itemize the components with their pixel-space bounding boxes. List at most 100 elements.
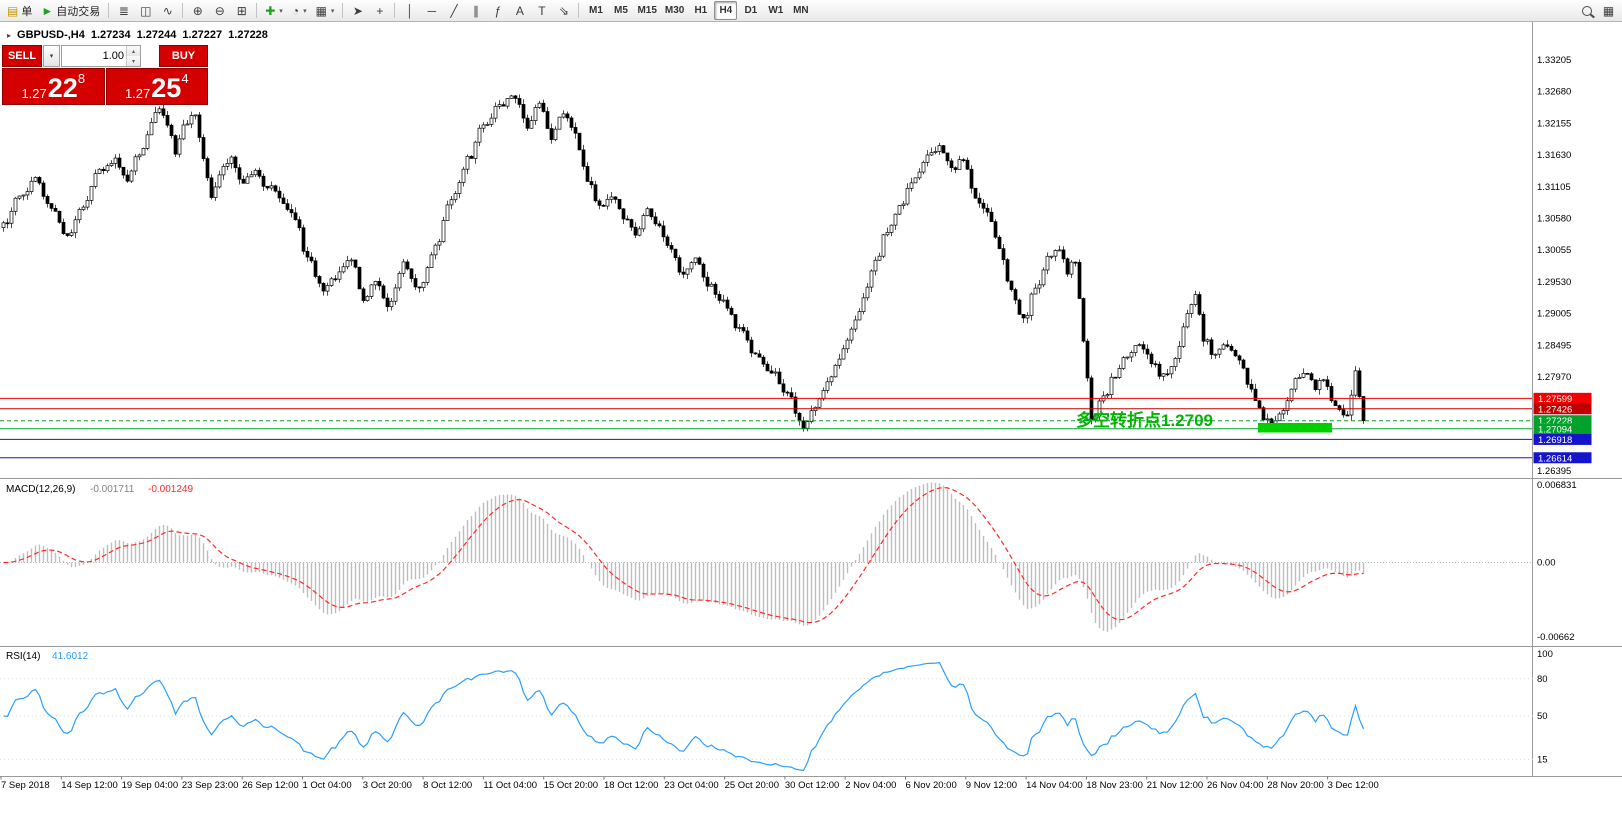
line-chart-button[interactable]: ∿: [157, 1, 178, 20]
svg-text:-0.001249: -0.001249: [148, 484, 193, 495]
stepper-up-icon[interactable]: ▴: [127, 46, 140, 56]
zoom-in-button[interactable]: ⊕: [187, 1, 208, 20]
svg-text:25 Oct 20:00: 25 Oct 20:00: [725, 780, 779, 791]
horizontal-line-icon: ─: [427, 3, 437, 18]
svg-text:1.31630: 1.31630: [1537, 150, 1571, 161]
quick-panel-button[interactable]: ▦: [1598, 1, 1619, 20]
svg-text:-0.001711: -0.001711: [90, 484, 135, 495]
svg-text:1.30055: 1.30055: [1537, 245, 1571, 256]
candlestick-chart-button[interactable]: ◫: [135, 1, 156, 20]
vertical-line-icon: │: [406, 3, 414, 18]
timeframe-m30-button[interactable]: M30: [662, 1, 687, 20]
price-axis: 1.33205 1.32680 1.32155 1.31630 1.31105 1.305…: [1533, 55, 1592, 765]
timeframe-d1-button[interactable]: D1: [739, 1, 762, 20]
zoom-out-button[interactable]: ⊖: [209, 1, 230, 20]
svg-text:1.29005: 1.29005: [1537, 309, 1571, 320]
svg-text:30 Oct 12:00: 30 Oct 12:00: [785, 780, 839, 791]
low-value: 1.27227: [182, 29, 223, 41]
trendline-button[interactable]: ╱: [443, 1, 464, 20]
crosshair-button[interactable]: +: [369, 1, 390, 20]
timeframe-w1-button[interactable]: W1: [764, 1, 787, 20]
timeframe-m5-button[interactable]: M5: [609, 1, 632, 20]
toolbar-separator: [256, 3, 258, 18]
svg-text:0.00: 0.00: [1537, 558, 1556, 569]
sell-price-button[interactable]: 1.27 22 8: [2, 68, 105, 105]
order-type-dropdown[interactable]: ▾: [43, 45, 60, 67]
toolbar-separator: [108, 3, 110, 18]
cursor-button[interactable]: ➤: [347, 1, 368, 20]
periods-button[interactable]: ◔ ▾: [288, 1, 311, 20]
template-icon: ▦: [315, 3, 327, 18]
arrows-button[interactable]: ⇘: [553, 1, 574, 20]
label-button[interactable]: T: [531, 1, 552, 20]
fibonacci-button[interactable]: ƒ: [487, 1, 508, 20]
svg-text:1.27228: 1.27228: [1538, 416, 1572, 427]
search-icon: [1581, 5, 1592, 16]
annotation-highlight-rect[interactable]: [1258, 423, 1332, 433]
cursor-icon: ➤: [352, 3, 363, 18]
pane-frames: [0, 22, 1622, 777]
rsi-header: RSI(14) 41.6012: [6, 651, 89, 662]
svg-text:50: 50: [1537, 711, 1548, 722]
indicators-button[interactable]: ✚ ▾: [261, 1, 287, 20]
annotation-group[interactable]: 多空转折点1.2709: [1076, 410, 1332, 433]
annotation-text[interactable]: 多空转折点1.2709: [1076, 410, 1213, 430]
templates-button[interactable]: ▦ ▾: [312, 1, 339, 20]
buy-price-button[interactable]: 1.27 25 4: [105, 68, 208, 105]
new-order-icon: ▤: [7, 3, 19, 18]
pane-splitter[interactable]: [0, 645, 1622, 649]
chevron-down-icon: ▾: [279, 7, 283, 15]
text-button[interactable]: A: [509, 1, 530, 20]
svg-text:1.33205: 1.33205: [1537, 55, 1571, 66]
svg-text:1.27599: 1.27599: [1538, 394, 1572, 405]
search-button[interactable]: [1576, 1, 1597, 20]
chevron-down-icon: ▾: [303, 7, 307, 15]
svg-text:26 Nov 04:00: 26 Nov 04:00: [1207, 780, 1264, 791]
time-axis[interactable]: 7 Sep 2018 14 Sep 12:00 19 Sep 04:00 23 Sep…: [0, 776, 1379, 792]
chevron-down-icon: ▾: [49, 53, 54, 60]
label-icon: T: [538, 3, 546, 18]
timeframe-m1-button[interactable]: M1: [584, 1, 607, 20]
svg-text:1.32155: 1.32155: [1537, 118, 1571, 129]
vertical-line-button[interactable]: │: [399, 1, 420, 20]
svg-text:23 Sep 23:00: 23 Sep 23:00: [182, 780, 239, 791]
candlesticks: [1, 94, 1366, 432]
bars-chart-button[interactable]: ≣: [113, 1, 134, 20]
stepper-down-icon[interactable]: ▾: [127, 56, 140, 66]
symbol-period: GBPUSD-,H4: [17, 29, 85, 41]
toolbar: ▤ 单 ► 自动交易 ≣ ◫ ∿ ⊕ ⊖ ⊞ ✚ ▾ ◔ ▾ ▦ ▾ ➤ + │ ─ ╱ ∥ ƒ A T ⇘ M1 M5 M15 M30 H…: [0, 0, 1622, 22]
price-chart[interactable]: 多空转折点1.27091.332051.326801.321551.316301…: [0, 22, 1622, 820]
macd-signal-line: [3, 486, 1364, 624]
macd-header: MACD(12,26,9) -0.001711 -0.001249: [6, 484, 193, 495]
channel-button[interactable]: ∥: [465, 1, 486, 20]
timeframe-m15-button[interactable]: M15: [634, 1, 659, 20]
svg-text:1.28495: 1.28495: [1537, 340, 1571, 351]
one-click-trading-panel: SELL ▾ ▴ ▾ BUY 1.27 22 8 1.27 25: [2, 45, 208, 105]
timeframe-h1-button[interactable]: H1: [689, 1, 712, 20]
tile-windows-button[interactable]: ⊞: [231, 1, 252, 20]
pane-splitter[interactable]: [0, 477, 1622, 481]
volume-input[interactable]: [62, 46, 126, 66]
sell-button[interactable]: SELL: [2, 45, 42, 67]
svg-text:80: 80: [1537, 674, 1548, 685]
toolbar-separator: [182, 3, 184, 18]
svg-text:1.26918: 1.26918: [1538, 435, 1572, 446]
arrow-objects-icon: ⇘: [558, 3, 569, 18]
panel-icon: ▦: [1602, 3, 1615, 18]
svg-text:1.26614: 1.26614: [1538, 453, 1572, 464]
svg-text:RSI(14): RSI(14): [6, 651, 40, 662]
zoom-in-icon: ⊕: [192, 3, 203, 18]
timeframe-h4-button[interactable]: H4: [714, 1, 738, 20]
tile-windows-icon: ⊞: [236, 3, 247, 18]
clock-icon: ◔: [291, 3, 300, 18]
timeframe-mn-button[interactable]: MN: [789, 1, 812, 20]
timeframe-group: M1 M5 M15 M30 H1 H4 D1 W1 MN: [583, 1, 813, 20]
buy-button[interactable]: BUY: [159, 45, 208, 67]
toolbar-right-group: ▦: [1576, 1, 1619, 20]
new-order-button[interactable]: ▤ 单: [3, 1, 36, 20]
chart-region: 多空转折点1.2709 1.33205 1.32680 1.32155 1.31630 1…: [0, 22, 1622, 820]
svg-text:1.30580: 1.30580: [1537, 214, 1571, 225]
horizontal-line-button[interactable]: ─: [421, 1, 442, 20]
buy-price-small: 1.27: [124, 86, 151, 101]
auto-trading-button[interactable]: ► 自动交易: [37, 1, 104, 20]
